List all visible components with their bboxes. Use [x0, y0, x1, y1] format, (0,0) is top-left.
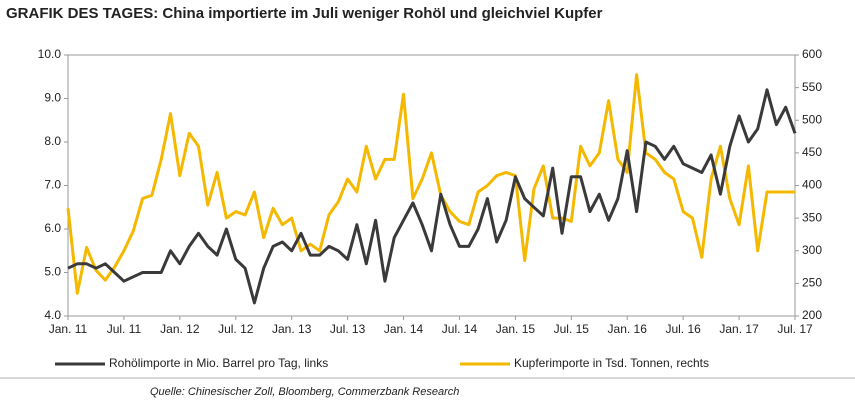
x-tick-label: Jul. 13	[330, 322, 366, 336]
x-tick-label: Jul. 12	[218, 322, 254, 336]
y2-tick-label: 400	[802, 178, 822, 192]
x-tick-label: Jul. 11	[107, 322, 142, 336]
x-tick-label: Jan. 13	[272, 322, 312, 336]
y-tick-label: 8.0	[44, 134, 61, 148]
x-tick-label: Jul. 14	[442, 322, 478, 336]
x-tick-label: Jan. 12	[160, 322, 200, 336]
y-tick-label: 4.0	[44, 308, 61, 322]
chart-title: GRAFIK DES TAGES: China importierte im J…	[6, 5, 603, 22]
y2-tick-label: 450	[802, 145, 822, 159]
x-tick-label: Jan. 11	[49, 322, 88, 336]
legend-label: Kupferimporte in Tsd. Tonnen, rechts	[514, 356, 709, 370]
y-tick-label: 9.0	[44, 91, 61, 105]
y2-tick-label: 250	[802, 276, 822, 290]
legend-label: Rohölimporte in Mio. Barrel pro Tag, lin…	[109, 356, 328, 370]
y2-tick-label: 200	[802, 308, 822, 322]
series-line	[66, 73, 795, 295]
y2-tick-label: 600	[802, 47, 822, 61]
y2-tick-label: 350	[802, 210, 822, 224]
x-tick-label: Jan. 17	[719, 322, 759, 336]
y-tick-label: 6.0	[44, 221, 61, 235]
plot-frame	[67, 54, 796, 317]
y-tick-label: 10.0	[38, 47, 62, 61]
x-tick-label: Jul. 16	[665, 322, 701, 336]
x-tick-label: Jan. 14	[384, 322, 424, 336]
y2-tick-label: 500	[802, 112, 822, 126]
y2-tick-label: 550	[802, 80, 822, 94]
y2-tick-label: 300	[802, 243, 822, 257]
y-tick-label: 5.0	[44, 265, 61, 279]
y-tick-label: 7.0	[44, 178, 61, 192]
x-tick-label: Jan. 16	[608, 322, 648, 336]
x-tick-label: Jul. 17	[777, 322, 813, 336]
source: Quelle: Chinesischer Zoll, Bloomberg, Co…	[150, 386, 459, 398]
x-tick-label: Jan. 15	[496, 322, 536, 336]
series-line	[67, 88, 797, 305]
x-tick-label: Jul. 15	[554, 322, 590, 336]
